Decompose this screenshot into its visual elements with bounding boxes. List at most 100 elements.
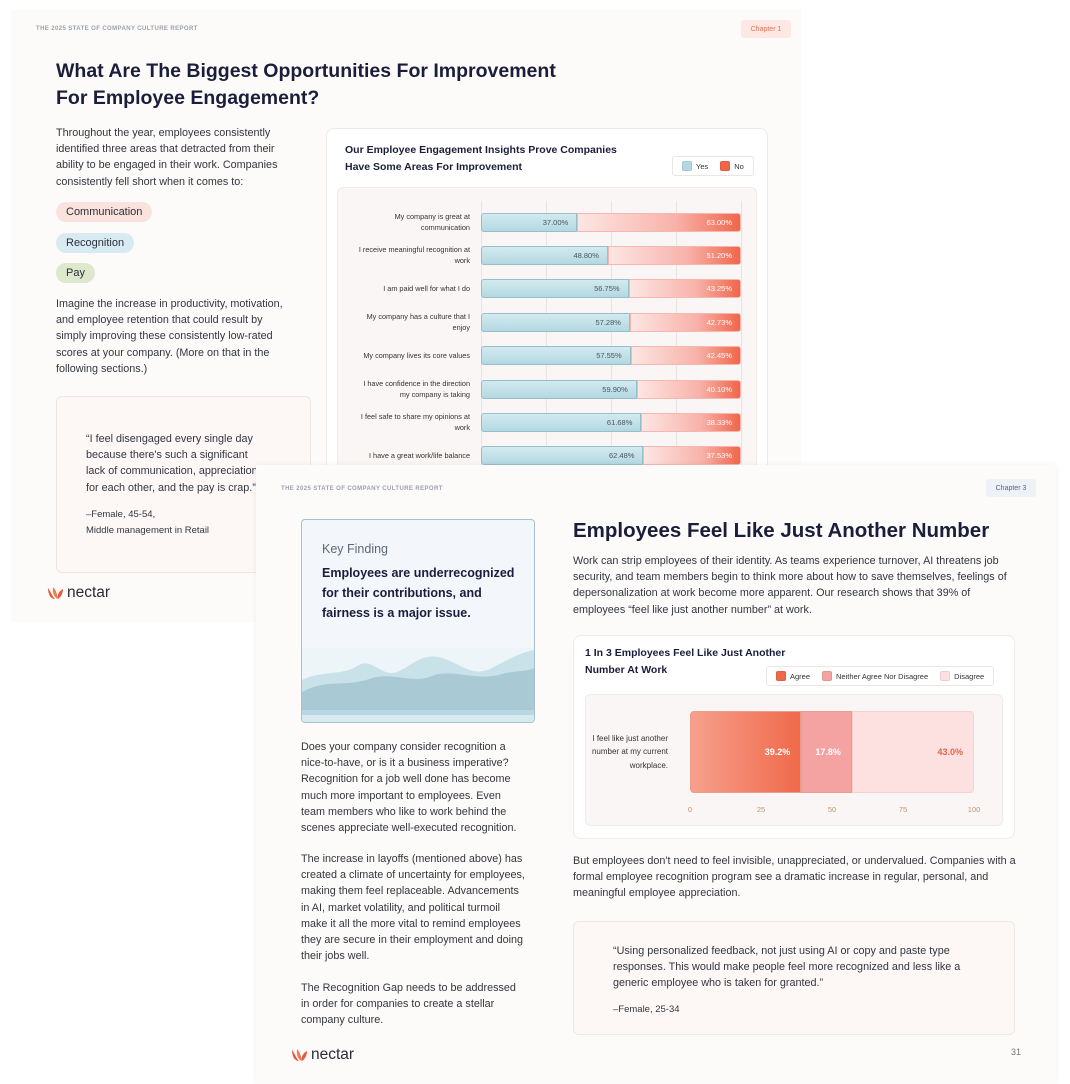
logo-icon xyxy=(292,1049,307,1061)
key-finding-text: Employees are underrecognized for their … xyxy=(322,566,515,620)
value-label: 62.48% xyxy=(609,451,635,461)
legend-swatch xyxy=(822,671,833,681)
category-label: I have confidence in the direction my co… xyxy=(352,374,470,404)
section-title: Employees Feel Like Just Another Number xyxy=(573,519,990,542)
value-label: 48.80% xyxy=(573,250,599,260)
attribution-line: –Female, 45-54, xyxy=(86,509,156,520)
body-paragraph: The increase in layoffs (mentioned above… xyxy=(301,853,525,963)
category-text: My company lives its core values xyxy=(363,351,470,361)
category-label: My company is great at communication xyxy=(352,207,470,237)
category-text: I receive meaningful recognition at work xyxy=(358,245,470,266)
category-text: I am paid well for what I do xyxy=(383,284,470,294)
value-label: 40.10% xyxy=(706,384,732,394)
quote-attribution: –Female, 45-54, Middle management in Ret… xyxy=(86,507,209,539)
logo-text: nectar xyxy=(67,584,111,601)
area-tag: Pay xyxy=(56,263,95,283)
legend-item: Agree xyxy=(776,671,810,681)
chapter-tag: Chapter 3 xyxy=(986,479,1036,497)
attribution-line: Middle management in Retail xyxy=(86,525,210,536)
value-label: 17.8% xyxy=(815,747,841,757)
bar-segment: 43.25% xyxy=(628,279,741,299)
logo-text: nectar xyxy=(311,1046,355,1063)
legend-item: No xyxy=(720,161,744,171)
body-paragraph: The Recognition Gap needs to be addresse… xyxy=(301,982,516,1027)
intro-paragraph: Throughout the year, employees consisten… xyxy=(56,127,278,188)
legend-item: Disagree xyxy=(940,671,984,681)
logo: nectar xyxy=(47,584,110,602)
value-label: 37.53% xyxy=(706,451,732,461)
chart-title: 1 In 3 Employees Feel Like Just Another … xyxy=(585,647,786,676)
category-label: I have a great work/life balance xyxy=(352,441,470,471)
category-label: I feel safe to share my opinions at work xyxy=(352,407,470,437)
bar-segment: 57.55% xyxy=(481,346,631,366)
key-finding-box: Key Finding Employees are underrecognize… xyxy=(301,519,535,723)
bar-segment: 63.00% xyxy=(577,212,741,232)
value-label: 37.00% xyxy=(542,217,569,227)
legend-label: Agree xyxy=(790,671,811,681)
quote-text: “Using personalized feedback, not just u… xyxy=(613,945,961,990)
value-label: 42.73% xyxy=(706,317,733,327)
intro-paragraph: Work can strip employees of their identi… xyxy=(573,555,1007,616)
legend-label: Disagree xyxy=(954,671,985,681)
legend: Yes No xyxy=(672,156,754,176)
x-tick-label: 0 xyxy=(687,805,693,814)
category-label: I feel like just another number at my cu… xyxy=(578,722,668,782)
category-text: I have confidence in the direction my co… xyxy=(363,379,470,399)
value-label: 63.00% xyxy=(706,217,732,227)
bar-segment: 17.8% xyxy=(801,711,852,793)
report-page-1: THE 2025 STATE OF COMPANY CULTURE REPORT… xyxy=(11,10,801,622)
value-label: 61.68% xyxy=(606,417,633,427)
key-finding-label: Key Finding xyxy=(322,542,389,556)
logo-icon xyxy=(48,587,63,599)
x-tick-label: 75 xyxy=(898,805,908,814)
category-label: I receive meaningful recognition at work xyxy=(352,240,470,270)
bar-segment: 37.53% xyxy=(643,446,741,466)
body-paragraph: Does your company consider recognition a… xyxy=(301,741,517,835)
category-text: I feel like just another number at my cu… xyxy=(591,734,668,770)
page-title: What Are The Biggest Opportunities For I… xyxy=(56,60,556,109)
value-label: 57.55% xyxy=(596,351,622,361)
grid-line xyxy=(741,201,742,477)
chart-card: Our Employee Engagement Insights Prove C… xyxy=(326,128,768,500)
report-header: THE 2025 STATE OF COMPANY CULTURE REPORT xyxy=(281,486,443,492)
legend-item: Yes xyxy=(682,161,708,171)
bar-segment: 37.00% xyxy=(481,212,578,232)
category-text: My company is great at communication xyxy=(394,212,470,232)
category-text: My company has a culture that I enjoy xyxy=(366,312,470,333)
bar-segment: 39.2% xyxy=(690,711,802,793)
value-label: 51.20% xyxy=(706,250,732,260)
category-text: I have a great work/life balance xyxy=(369,451,470,461)
value-label: 42.45% xyxy=(706,351,732,361)
bar-segment: 38.33% xyxy=(641,412,742,432)
value-label: 43.0% xyxy=(937,747,963,757)
bar-segment: 56.75% xyxy=(481,279,629,299)
logo: nectar xyxy=(291,1046,354,1064)
legend-swatch xyxy=(776,671,786,681)
legend-swatch xyxy=(940,671,951,681)
report-page-2: THE 2025 STATE OF COMPANY CULTURE REPORT… xyxy=(256,465,1056,1084)
decorative-image xyxy=(302,648,534,722)
grid-line xyxy=(546,201,547,477)
legend-label: Yes xyxy=(696,161,709,171)
bar-segment: 62.48% xyxy=(481,446,644,466)
area-tag: Communication xyxy=(56,202,153,222)
category-label: I am paid well for what I do xyxy=(352,274,470,304)
bar-segment: 42.45% xyxy=(630,346,741,366)
bar-segment: 51.20% xyxy=(607,245,741,265)
report-header: THE 2025 STATE OF COMPANY CULTURE REPORT xyxy=(36,26,198,32)
bar-segment: 61.68% xyxy=(481,412,642,432)
value-label: 38.33% xyxy=(706,417,733,427)
bar-segment: 40.10% xyxy=(636,379,741,399)
x-tick-label: 100 xyxy=(967,805,981,814)
chart-card: 1 In 3 Employees Feel Like Just Another … xyxy=(573,635,1015,839)
area-tag: Recognition xyxy=(56,233,135,253)
body-paragraph: But employees don't need to feel invisib… xyxy=(573,855,1016,900)
legend-swatch xyxy=(682,161,692,171)
x-tick-label: 25 xyxy=(756,805,766,814)
chart-title: Our Employee Engagement Insights Prove C… xyxy=(345,144,617,173)
grid-line xyxy=(481,201,482,477)
category-text: I feel safe to share my opinions at work xyxy=(360,412,470,433)
grid-line xyxy=(611,201,612,477)
bar-segment: 42.73% xyxy=(629,312,742,332)
